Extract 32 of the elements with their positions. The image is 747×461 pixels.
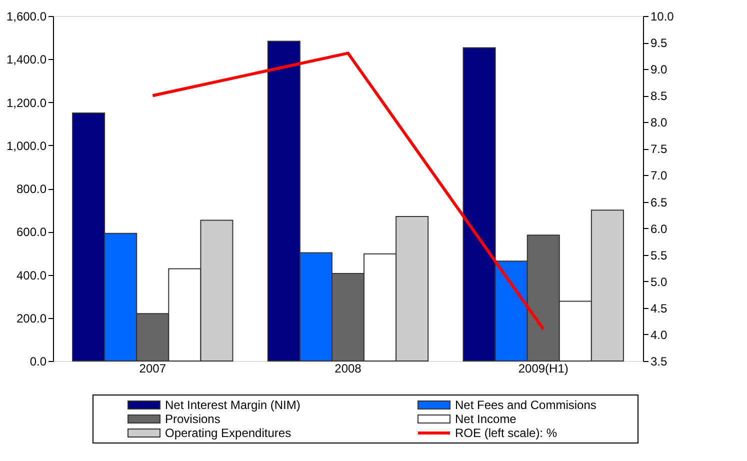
y-tick-label: 1,200.0 (6, 96, 47, 110)
y2-tick-label: 6.5 (650, 195, 668, 210)
legend-label: Provisions (165, 412, 220, 426)
y2-tick-label: 5.5 (650, 248, 668, 262)
y-tick-label: 200.0 (16, 311, 47, 326)
y2-tick-label: 4.5 (650, 301, 668, 316)
x-tick-label: 2008 (334, 362, 362, 376)
legend-label: Net Income (455, 412, 517, 426)
y2-tick-label: 9.0 (650, 62, 668, 77)
y2-tick-label: 3.5 (650, 354, 668, 368)
y2-tick-label: 5.0 (650, 274, 668, 289)
y2-tick-label: 4.0 (650, 328, 668, 342)
legend-label: Operating Expenditures (165, 426, 292, 440)
legend-label: Net Fees and Commisions (455, 398, 596, 412)
y-tick-label: 1,400.0 (6, 52, 47, 67)
x-tick-label: 2009(H1) (518, 362, 568, 376)
y2-tick-label: 8.0 (650, 116, 668, 130)
y-tick-label: 0.0 (30, 354, 47, 368)
y-tick-label: 1,000.0 (6, 138, 47, 153)
x-tick-label: 2007 (139, 362, 166, 376)
legend-label: Net Interest Margin (NIM) (165, 398, 300, 412)
y-tick-label: 1,600.0 (6, 10, 47, 24)
y2-tick-label: 6.0 (650, 222, 668, 236)
legend-label: ROE (left scale): % (455, 426, 558, 440)
y2-tick-label: 9.5 (650, 36, 668, 50)
y-tick-label: 800.0 (16, 182, 47, 196)
y-tick-label: 600.0 (16, 225, 47, 240)
y2-tick-label: 7.0 (650, 168, 668, 183)
y-tick-label: 400.0 (16, 268, 47, 282)
y2-tick-label: 7.5 (650, 142, 668, 156)
y2-tick-label: 10.0 (650, 10, 674, 24)
y2-tick-label: 8.5 (650, 89, 668, 104)
